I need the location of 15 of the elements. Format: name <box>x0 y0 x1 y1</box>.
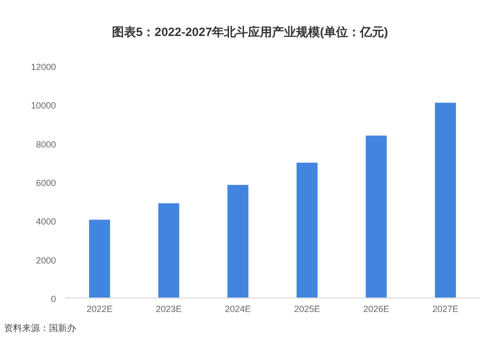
y-tick-label: 12000 <box>30 62 56 72</box>
y-tick-label: 8000 <box>36 139 56 150</box>
title: 图表5：2022-2027年北斗应用产业规模(单位：亿元) <box>112 25 388 39</box>
x-tick-label: 2025E <box>294 304 320 314</box>
x-tick-label: 2024E <box>224 304 251 314</box>
y-tick-label: 2000 <box>36 255 56 266</box>
x-tick-label: 2026E <box>363 304 390 314</box>
x-tick-label: 2022E <box>86 304 113 314</box>
text: 资料来源：国新办 <box>4 323 76 333</box>
y-tick-label: 6000 <box>36 178 56 188</box>
y-tick-label: 10000 <box>30 100 56 111</box>
y-tick-label: 0 <box>50 294 56 304</box>
x-tick-label: 2023E <box>156 304 182 314</box>
y-tick-label: 4000 <box>36 216 56 227</box>
x-tick-label: 2027E <box>432 304 458 314</box>
